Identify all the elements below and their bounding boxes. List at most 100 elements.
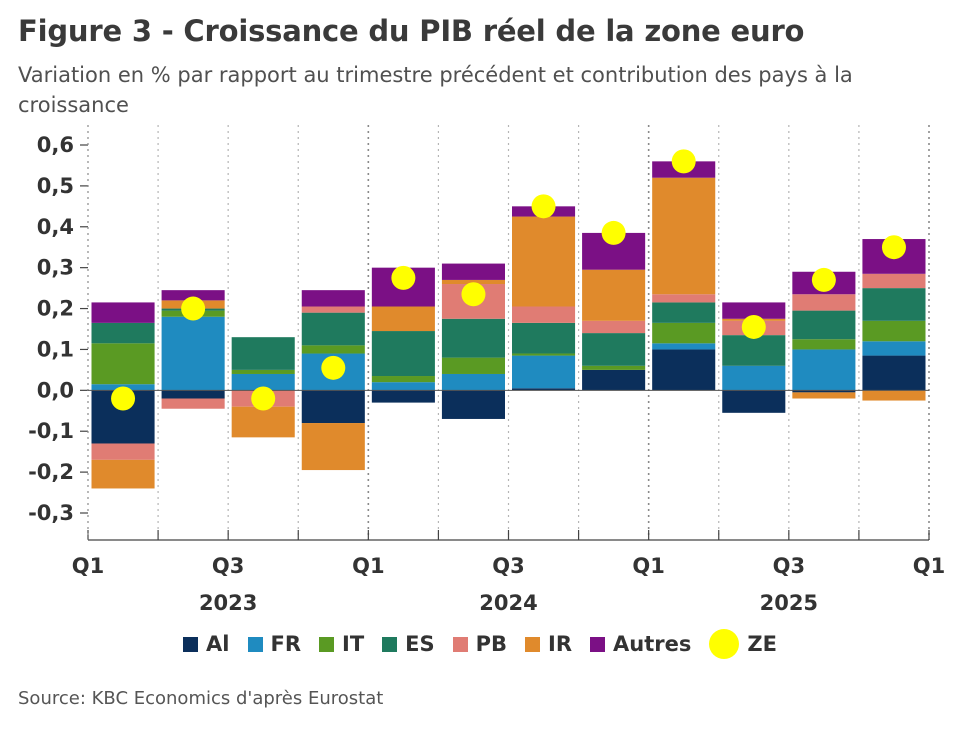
y-tick-label: 0,6 [37,133,74,157]
total-dot [811,267,836,292]
x-tick-label: Q1 [72,554,104,578]
bar-segment-es [512,322,576,354]
legend-label: FR [270,632,302,656]
bar-segment-ir [582,269,646,321]
bar-segment-es [582,333,646,366]
y-tick-label: 0,4 [37,215,74,239]
bar-segment-fr [231,373,295,391]
bar-segment-autres [441,263,505,280]
legend: Al FR IT ES PB IR Autres ZE [0,626,960,662]
bar-segment-al [652,349,716,391]
legend-item: PB [452,632,508,656]
legend-swatch [452,636,468,652]
legend-item: Al [183,632,230,656]
bar-segment-pb [792,294,856,311]
bar-segment-es [792,310,856,340]
bar-segment-es [722,335,786,366]
bar-segment-ir [371,306,435,332]
bar-segment-it [512,353,576,356]
y-tick-label: 0,5 [37,174,74,198]
bar-segment-autres [722,302,786,319]
bar-segment-al [792,390,856,393]
total-dot [671,149,696,174]
legend-item: FR [247,632,302,656]
y-tick-label: 0,1 [37,337,74,361]
bar-segment-it [652,322,716,344]
total-dot [531,194,556,219]
x-tick-label: Q3 [212,554,244,578]
y-tick-label: 0,2 [37,297,74,321]
legend-swatch [247,636,263,652]
bar-segment-it [792,339,856,350]
bar-segment-pb [512,306,576,323]
year-label: 2024 [479,591,537,615]
chart-subtitle: Variation en % par rapport au trimestre … [18,63,853,117]
legend-label: IT [342,632,365,656]
bar-segment-es [652,302,716,323]
bar-segment-pb [582,320,646,334]
x-tick-label: Q1 [352,554,384,578]
bar-segment-it [582,365,646,370]
y-tick-label: -0,3 [28,501,74,525]
bar-segment-it [301,345,365,354]
bar-segment-al [512,388,576,391]
legend-swatch [525,636,541,652]
legend-swatch [319,636,335,652]
bar-segment-al [582,369,646,391]
total-dot [251,386,276,411]
x-tick-label: Q3 [773,554,805,578]
bar-segment-it [441,357,505,374]
bars-layer [88,161,929,489]
legend-label: Autres [613,632,692,656]
bar-segment-fr [441,373,505,391]
legend-label: IR [548,632,573,656]
legend-label: PB [475,632,508,656]
bar-segment-pb [652,294,716,303]
bar-segment-ir [301,423,365,471]
total-dot [741,314,766,339]
bar-segment-es [301,312,365,346]
chart-title: Figure 3 - Croissance du PIB réel de la … [18,14,805,48]
bar-segment-ir [231,406,295,438]
y-tick-label: -0,1 [28,419,74,443]
bar-segment-fr [371,382,435,391]
bar-segment-fr [862,341,926,356]
grid-layer [80,125,930,541]
total-dot [461,282,486,307]
bar-segment-it [91,343,155,385]
total-dot [601,220,626,245]
bar-segment-fr [652,343,716,350]
bar-segment-al [441,390,505,419]
bar-segment-al [722,390,786,413]
bar-segment-ir [792,392,856,399]
y-tick-label: 0,0 [37,378,74,402]
total-dot [321,355,346,380]
bar-segment-fr [512,355,576,389]
bar-segment-autres [91,302,155,323]
total-dots-layer [111,149,906,411]
bar-segment-al [371,390,435,403]
bar-segment-it [231,369,295,374]
bar-segment-pb [91,443,155,460]
legend-item: IR [525,632,572,656]
bar-segment-it [862,320,926,342]
x-tick-label: Q1 [913,554,945,578]
bar-segment-ir [91,459,155,489]
total-dot [391,265,416,290]
bar-segment-ir [652,177,716,295]
legend-swatch [382,636,398,652]
bar-segment-autres [161,290,225,301]
legend-item: ZE [709,629,777,659]
stacked-bar-chart: 0,6 0,5 0,4 0,3 0,2 0,1 0,0 -0,1 -0,2 -0,3 Q1 Q3 Q1 Q… [28,125,945,615]
legend-label: Al [206,632,230,656]
bar-segment-pb [862,273,926,289]
bar-segment-ir [512,216,576,307]
y-tick-label: 0,3 [37,256,74,280]
bar-segment-es [231,337,295,370]
bar-segment-al [301,390,365,424]
legend-label: ES [405,632,435,656]
bar-segment-al [161,390,225,399]
bar-segment-fr [161,316,225,391]
bar-segment-fr [792,349,856,391]
bar-segment-ir [862,390,926,401]
